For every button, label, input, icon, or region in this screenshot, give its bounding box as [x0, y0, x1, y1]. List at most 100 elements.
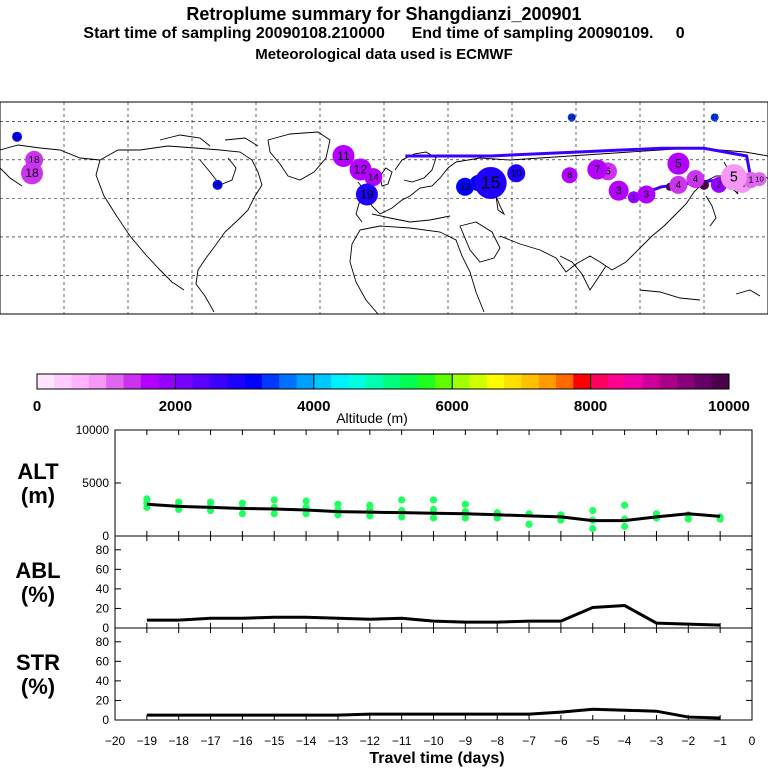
- alt-scatter-point: [270, 510, 278, 518]
- plume-point-marker: [561, 167, 578, 184]
- x-tick-label: −10: [423, 734, 444, 748]
- colorbar-swatch: [400, 374, 418, 389]
- plume-point: 16: [567, 113, 576, 122]
- colorbar-swatch: [486, 374, 505, 389]
- plume-point: 18: [21, 162, 43, 185]
- colorbar-tick-label: 8000: [574, 398, 607, 415]
- plume-point-day-label: 1: [748, 175, 753, 185]
- plume-point: 4: [686, 170, 705, 189]
- colorbar-swatch: [365, 374, 384, 389]
- end-time-value: 0: [675, 25, 685, 42]
- japan-outline: [705, 195, 717, 227]
- x-tick-label: −17: [200, 734, 221, 748]
- alt-scatter-point: [525, 520, 533, 528]
- y-tick-label: 5000: [82, 476, 109, 490]
- plume-point-day-label: 3: [616, 185, 622, 197]
- sampling-times: Start time of sampling 20090108.210000 E…: [0, 25, 768, 43]
- alt-scatter-point: [621, 501, 629, 509]
- plume-point-day-label: 19: [360, 187, 374, 201]
- alt-scatter-point: [302, 510, 310, 518]
- panel-str: STR(%) 0 20 40 60 80: [16, 627, 753, 727]
- plume-point-day-label: 4: [676, 180, 682, 191]
- alt-scatter-point: [334, 500, 342, 508]
- colorbar-swatch: [694, 374, 712, 389]
- plume-point-day-label: 4: [693, 174, 699, 185]
- x-tick-label: −15: [264, 734, 285, 748]
- plume-point-marker: [752, 172, 767, 187]
- time-series-panels: ALT(m)0500010000ABL(%)020406080STR(%)020…: [15, 423, 753, 727]
- alt-scatter-point: [429, 505, 438, 514]
- colorbar-swatch: [331, 374, 349, 389]
- panel-frame: [114, 627, 753, 721]
- plume-point-day-label: 11: [337, 149, 350, 163]
- x-axis-label: Travel time (days): [369, 750, 504, 767]
- alt-scatter-point: [270, 496, 278, 504]
- alt-scatter-point: [366, 512, 374, 520]
- arabia-outline: [459, 221, 501, 263]
- plume-point: 10: [752, 172, 767, 187]
- plume-point-day-label: 17: [711, 115, 718, 121]
- panel-frame: [114, 535, 753, 629]
- coastlines: [0, 131, 768, 315]
- x-tick-label: −13: [328, 734, 349, 748]
- plume-point-day-label: 1: [702, 183, 706, 189]
- plot-title: Retroplume summary for Shangdianzi_20090…: [186, 4, 582, 24]
- alt-scatter-point: [206, 498, 215, 506]
- plume-point: 14: [364, 168, 383, 187]
- x-tick-label: −4: [618, 734, 632, 748]
- colorbar-swatch: [469, 374, 488, 389]
- plume-point-marker: [21, 162, 43, 185]
- colorbar-swatch: [348, 374, 366, 389]
- plume-point-day-label: 14: [368, 172, 379, 183]
- plume-point-day-label: 5: [730, 170, 738, 186]
- plume-point: 7: [587, 159, 608, 180]
- plume-point-marker: [456, 177, 475, 196]
- plume-point-day-label: 3: [644, 190, 650, 201]
- plume-point-day-label: 7: [594, 164, 600, 176]
- colorbar-tick-label: 10000: [708, 398, 750, 415]
- plume-point-marker: [474, 166, 507, 199]
- y-tick-label: 60: [96, 654, 110, 668]
- plume-point-day-label: 10: [511, 168, 522, 179]
- alt-scatter-point: [589, 506, 597, 515]
- x-tick-label: −7: [522, 734, 536, 748]
- colorbar-swatch: [210, 374, 228, 389]
- met-data-note: Meteorological data used is ECMWF: [255, 46, 513, 63]
- alt-scatter-point: [175, 498, 183, 506]
- plume-point-marker: [364, 168, 383, 187]
- y-tick-label: 10000: [76, 423, 110, 437]
- colorbar-swatch: [590, 374, 609, 389]
- alt-scatter-point: [366, 501, 374, 509]
- colorbar-tick-label: 2000: [159, 398, 192, 415]
- colorbar-swatch: [296, 374, 315, 389]
- plume-point-marker: [669, 175, 688, 194]
- alt-scatter-point: [684, 515, 692, 523]
- plume-point-marker: [686, 170, 705, 189]
- india-outline: [559, 255, 607, 291]
- colorbar-swatch: [279, 374, 297, 389]
- plume-point-day-label: 6: [605, 167, 611, 178]
- plume-point-day-label: 12: [354, 162, 368, 176]
- plume-point-day-label: 18: [25, 166, 39, 180]
- x-tick-label: −20: [105, 734, 126, 748]
- travel-time-axis: −20 −19 −18 −17 −16 −15 −14 −13 −12 −11 −10 −9 −8 −7−…: [105, 734, 756, 748]
- plume-point-marker: [710, 113, 719, 122]
- mediterranean-outline: [371, 213, 451, 223]
- arctic-islands-outline: [159, 134, 259, 147]
- plume-point-marker: [567, 113, 576, 122]
- colorbar-swatch: [538, 374, 557, 389]
- retroplume-map: 1111110223344556781011131512141911191818…: [0, 101, 768, 315]
- alt-scatter-point: [398, 513, 406, 521]
- plume-point: 12: [12, 131, 23, 142]
- greenland-outline: [267, 131, 331, 181]
- x-tick-label: −16: [232, 734, 253, 748]
- colorbar-swatch: [37, 374, 55, 389]
- plume-point-day-label: 5: [675, 157, 682, 171]
- colorbar-swatch: [244, 374, 263, 389]
- alt-scatter-point: [143, 495, 151, 503]
- colorbar-swatch: [175, 374, 193, 389]
- colorbar-tick-label: 6000: [436, 398, 469, 415]
- x-tick-label: −14: [296, 734, 317, 748]
- colorbar-swatch: [521, 374, 539, 389]
